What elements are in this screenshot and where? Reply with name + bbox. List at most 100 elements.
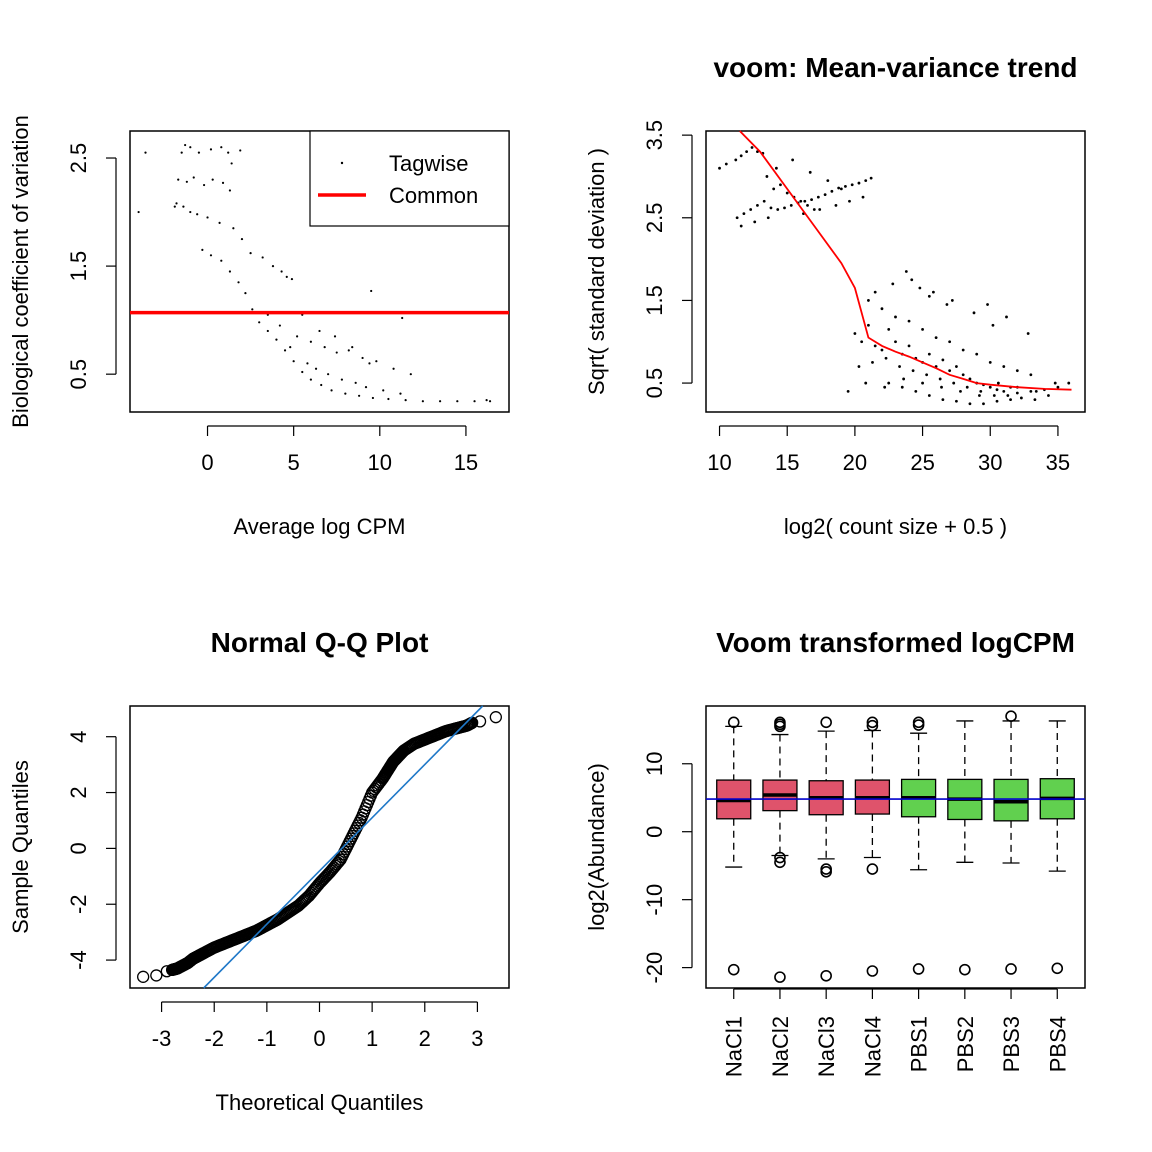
tagwise-point xyxy=(333,335,337,338)
tagwise-point xyxy=(232,227,235,230)
voom-point xyxy=(995,399,999,403)
voom-point xyxy=(1056,385,1060,389)
x-tick-label: 20 xyxy=(843,450,867,475)
tagwise-point xyxy=(488,400,492,403)
x-tick-label: 25 xyxy=(910,450,934,475)
y-tick-label: -10 xyxy=(642,884,667,916)
voom-point xyxy=(979,389,983,393)
x-axis-label: log2( count size + 0.5 ) xyxy=(784,514,1007,539)
voom-point xyxy=(1006,394,1010,397)
tagwise-point xyxy=(323,346,326,349)
x-tick-label: 3 xyxy=(471,1026,483,1051)
tagwise-point xyxy=(409,373,412,376)
tagwise-point xyxy=(221,181,225,184)
x-tick-label: 2 xyxy=(419,1026,431,1051)
voom-point xyxy=(857,181,861,185)
voom-point xyxy=(948,340,952,344)
voom-point xyxy=(867,323,870,327)
plot-title: Voom transformed logCPM xyxy=(716,627,1075,658)
panel-qq: Normal Q-Q Plot Theoretical Quantiles Samp… xyxy=(8,627,510,1115)
tagwise-point xyxy=(401,316,404,320)
voom-point xyxy=(941,398,945,402)
tagwise-point xyxy=(318,329,321,333)
voom-point xyxy=(927,352,931,356)
outlier-point xyxy=(866,863,879,875)
voom-point xyxy=(992,394,996,397)
voom-point xyxy=(772,187,776,191)
x-tick-label: -1 xyxy=(257,1026,277,1051)
voom-point xyxy=(902,377,906,381)
tagwise-point xyxy=(240,237,244,241)
outlier-point xyxy=(1051,962,1064,975)
voom-point xyxy=(948,369,952,373)
voom-point xyxy=(883,385,887,389)
voom-point xyxy=(900,385,904,389)
voom-point xyxy=(785,191,789,195)
plot-title: Normal Q-Q Plot xyxy=(211,627,429,658)
y-tick-label: -2 xyxy=(66,894,91,914)
outlier-point xyxy=(820,716,832,729)
voom-point xyxy=(762,199,766,203)
tagwise-point xyxy=(137,210,140,214)
qq-line xyxy=(203,705,484,989)
voom-point xyxy=(1067,381,1071,385)
tagwise-point xyxy=(192,176,195,179)
voom-point xyxy=(834,203,838,207)
outlier-point xyxy=(866,965,879,977)
qq-point xyxy=(489,711,502,724)
voom-point xyxy=(735,216,739,220)
y-tick-label: 4 xyxy=(66,731,91,743)
tagwise-point xyxy=(364,386,368,389)
legend-tagwise-label: Tagwise xyxy=(389,151,468,176)
voom-point xyxy=(766,216,770,220)
voom-point xyxy=(1015,369,1019,373)
y-tick-label: 2.5 xyxy=(642,202,667,233)
tagwise-point xyxy=(244,292,247,295)
voom-point xyxy=(753,220,757,224)
tagwise-point xyxy=(144,151,147,154)
tagwise-point xyxy=(347,349,350,352)
voom-point xyxy=(959,389,962,393)
x-tick-label: -3 xyxy=(152,1026,172,1051)
voom-point xyxy=(816,195,820,199)
outlier-point xyxy=(774,851,786,864)
voom-point xyxy=(887,381,891,385)
voom-point xyxy=(988,385,992,389)
voom-point xyxy=(808,170,812,174)
tagwise-point xyxy=(258,321,261,324)
outlier-point xyxy=(1005,963,1017,975)
tagwise-point xyxy=(220,146,223,149)
voom-point xyxy=(955,365,958,368)
voom-point xyxy=(1053,381,1057,385)
voom-point xyxy=(739,224,743,228)
voom-point xyxy=(1015,391,1019,395)
voom-point xyxy=(779,183,782,187)
outlier-point xyxy=(820,969,832,982)
voom-point xyxy=(839,187,843,191)
qq-point xyxy=(150,969,163,982)
voom-point xyxy=(880,307,884,311)
y-tick-label: -20 xyxy=(642,952,667,984)
voom-point xyxy=(871,361,874,364)
tagwise-point xyxy=(271,264,275,268)
voom-point xyxy=(739,154,743,158)
tagwise-point xyxy=(296,335,299,338)
outlier-point xyxy=(727,716,740,729)
y-tick-label: 0 xyxy=(642,826,667,838)
voom-point xyxy=(846,389,850,393)
tagwise-point xyxy=(182,205,185,208)
tagwise-point xyxy=(285,275,288,279)
x-tick-label: PBS2 xyxy=(953,1016,978,1072)
voom-point xyxy=(718,166,721,170)
outlier-point xyxy=(774,971,786,983)
voom-point xyxy=(857,365,861,368)
y-tick-label: 3.5 xyxy=(642,120,667,151)
tagwise-point xyxy=(202,183,206,187)
voom-point xyxy=(884,356,888,360)
voom-point xyxy=(961,373,965,377)
voom-point xyxy=(823,193,827,197)
voom-point xyxy=(1029,373,1033,377)
voom-point xyxy=(961,348,965,352)
voom-point xyxy=(769,206,773,210)
outlier-point xyxy=(866,716,879,729)
